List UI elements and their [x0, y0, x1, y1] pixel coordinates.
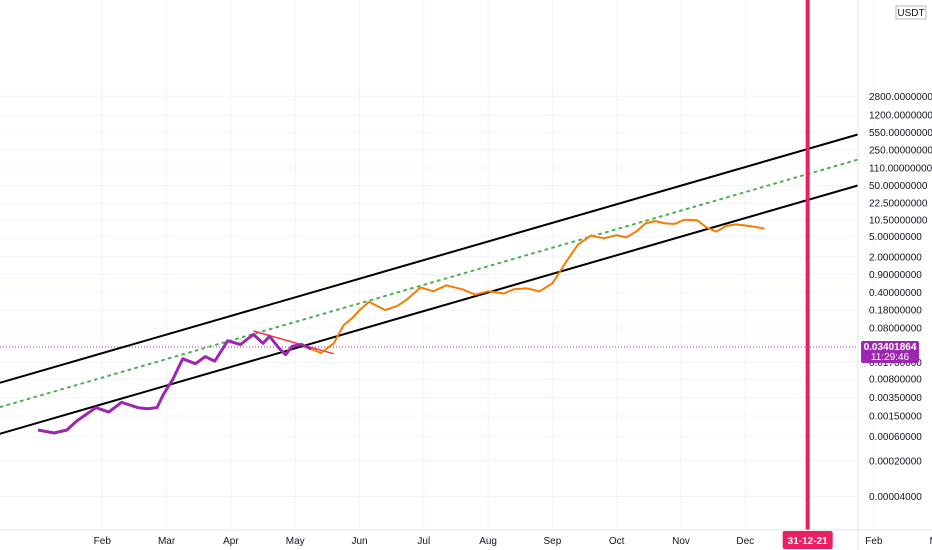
y-tick-label: 0.00800000 — [869, 375, 922, 386]
date-marker-badge: 31-12-21 — [782, 531, 833, 549]
x-tick-label: Oct — [609, 536, 625, 547]
x-tick-label: Aug — [479, 536, 497, 547]
x-tick-label: Sep — [544, 536, 562, 547]
y-tick-label: 2800.00000000 — [869, 92, 932, 103]
y-tick-label: 0.00350000 — [869, 393, 922, 404]
y-tick-label: 0.01700000 — [869, 358, 922, 369]
y-tick-label: 50.00000000 — [869, 181, 928, 192]
y-tick-label: 550.00000000 — [869, 128, 932, 139]
y-tick-label: 0.00004000 — [869, 492, 922, 503]
x-tick-label: Nov — [672, 536, 690, 547]
channel-lower-line[interactable] — [0, 155, 932, 442]
y-tick-label: 5.00000000 — [869, 232, 922, 243]
x-tick-label: Feb — [865, 536, 883, 547]
y-tick-label: 0.00020000 — [869, 456, 922, 467]
x-tick-label: Apr — [223, 536, 239, 547]
x-tick-label: Feb — [94, 536, 112, 547]
current-price-badge: 0.03401864 11:29:46 — [861, 340, 919, 363]
y-tick-label: 250.00000000 — [869, 145, 932, 156]
y-tick-label: 0.40000000 — [869, 288, 922, 299]
short-trend-line[interactable] — [253, 330, 334, 355]
countdown-timer: 11:29:46 — [871, 352, 910, 363]
unit-label: USDT — [897, 8, 924, 19]
x-tick-label: Mar — [930, 536, 932, 547]
current-price-value: 0.03401864 — [864, 342, 917, 353]
y-axis-ticks[interactable]: 2800.00000000 1200.00000000 550.00000000 25… — [869, 92, 932, 503]
y-tick-label: 0.08000000 — [869, 324, 922, 335]
x-tick-label: Jul — [417, 536, 430, 547]
price-series-orange[interactable] — [310, 218, 765, 354]
plot-background — [0, 0, 858, 530]
x-tick-label: May — [286, 536, 305, 547]
x-tick-label: Mar — [158, 536, 176, 547]
x-tick-label: Jun — [351, 536, 367, 547]
unit-box — [895, 5, 927, 20]
y-tick-label: 0.90000000 — [869, 270, 922, 281]
x-tick-label: Dec — [736, 536, 754, 547]
y-tick-label: 22.50000000 — [869, 199, 928, 210]
date-marker-label: 31-12-21 — [788, 536, 828, 547]
y-tick-label: 0.18000000 — [869, 306, 922, 317]
y-tick-label: 10.50000000 — [869, 216, 928, 227]
y-tick-label: 2.00000000 — [869, 252, 922, 263]
price-series-purple[interactable] — [37, 332, 312, 435]
y-tick-label: 0.00150000 — [869, 412, 922, 423]
channel-upper-line[interactable] — [0, 104, 932, 391]
y-tick-label: 0.00060000 — [869, 432, 922, 443]
y-tick-label: 1200.00000000 — [869, 111, 932, 122]
y-tick-label: 110.00000000 — [869, 163, 932, 174]
x-axis-ticks[interactable]: Feb Mar Apr May Jun Jul Aug Sep Oct Nov Dec Feb Mar — [94, 536, 932, 547]
